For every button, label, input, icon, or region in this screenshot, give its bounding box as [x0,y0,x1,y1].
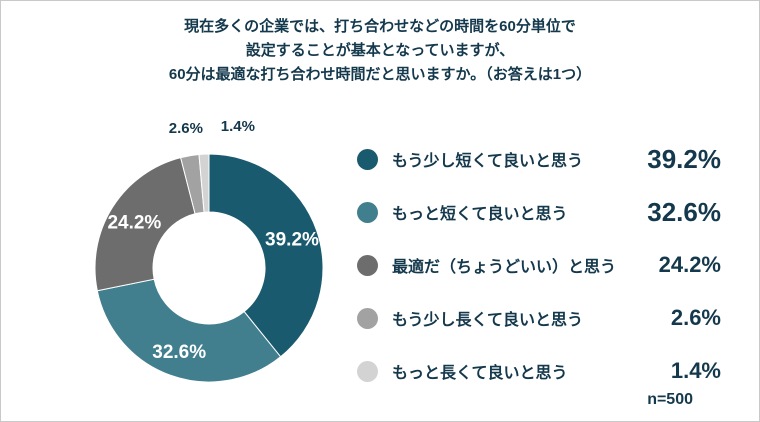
legend-label: もう少し短くて良いと思う [392,153,584,170]
legend-value: 24.2% [658,252,721,277]
legend-item: もう少し短くて良いと思う 39.2% [357,144,721,174]
donut-slice [96,278,282,383]
slice-label: 39.2% [265,230,319,251]
donut-slice [198,153,210,213]
legend-label: 最適だ（ちょうどいい）と思う [392,259,617,276]
legend-label: もっと長くて良いと思う [392,365,568,382]
slice-label: 32.6% [152,342,206,363]
legend-marker [357,148,378,170]
legend-value: 2.6% [670,305,721,330]
legend-marker [357,307,378,329]
legend-item: 最適だ（ちょうどいい）と思う 24.2% [357,252,721,277]
legend-marker [357,360,378,382]
chart-title-line2: 設定することが基本となっていますが、 [245,42,515,59]
legend-item: もう少し長くて良いと思う 2.6% [357,305,721,330]
legend-item: もっと長くて良いと思う 1.4% [357,358,721,383]
legend-label: もっと短くて良いと思う [392,206,568,223]
donut-slice [208,153,324,358]
legend-value: 1.4% [670,358,721,383]
legend-value: 39.2% [647,143,721,174]
chart-legend: もう少し短くて良いと思う 39.2% もっと短くて良いと思う 32.6% 最適だ… [357,144,721,412]
legend-marker [357,201,378,223]
slice-label: 1.4% [221,118,255,135]
legend-value: 32.6% [647,196,721,227]
legend-label: もう少し長くて良いと思う [392,312,584,329]
donut-slice [94,156,196,292]
slice-label: 2.6% [169,120,203,137]
slice-label: 24.2% [107,212,161,233]
legend-marker [357,254,378,276]
donut-chart: 39.2% 32.6% 24.2% 2.6% 1.4% [94,118,324,383]
chart-title-line1: 現在多くの企業では、打ち合わせなどの時間を60分単位で [184,18,576,35]
legend-item: もっと短くて良いと思う 32.6% [357,197,721,227]
sample-size: n=500 [647,391,693,408]
chart-title-line3: 60分は最適な打ち合わせ時間だと思いますか。（お答えは1つ） [168,66,592,83]
chart-title: 現在多くの企業では、打ち合わせなどの時間を60分単位で 設定することが基本となっ… [1,15,759,87]
